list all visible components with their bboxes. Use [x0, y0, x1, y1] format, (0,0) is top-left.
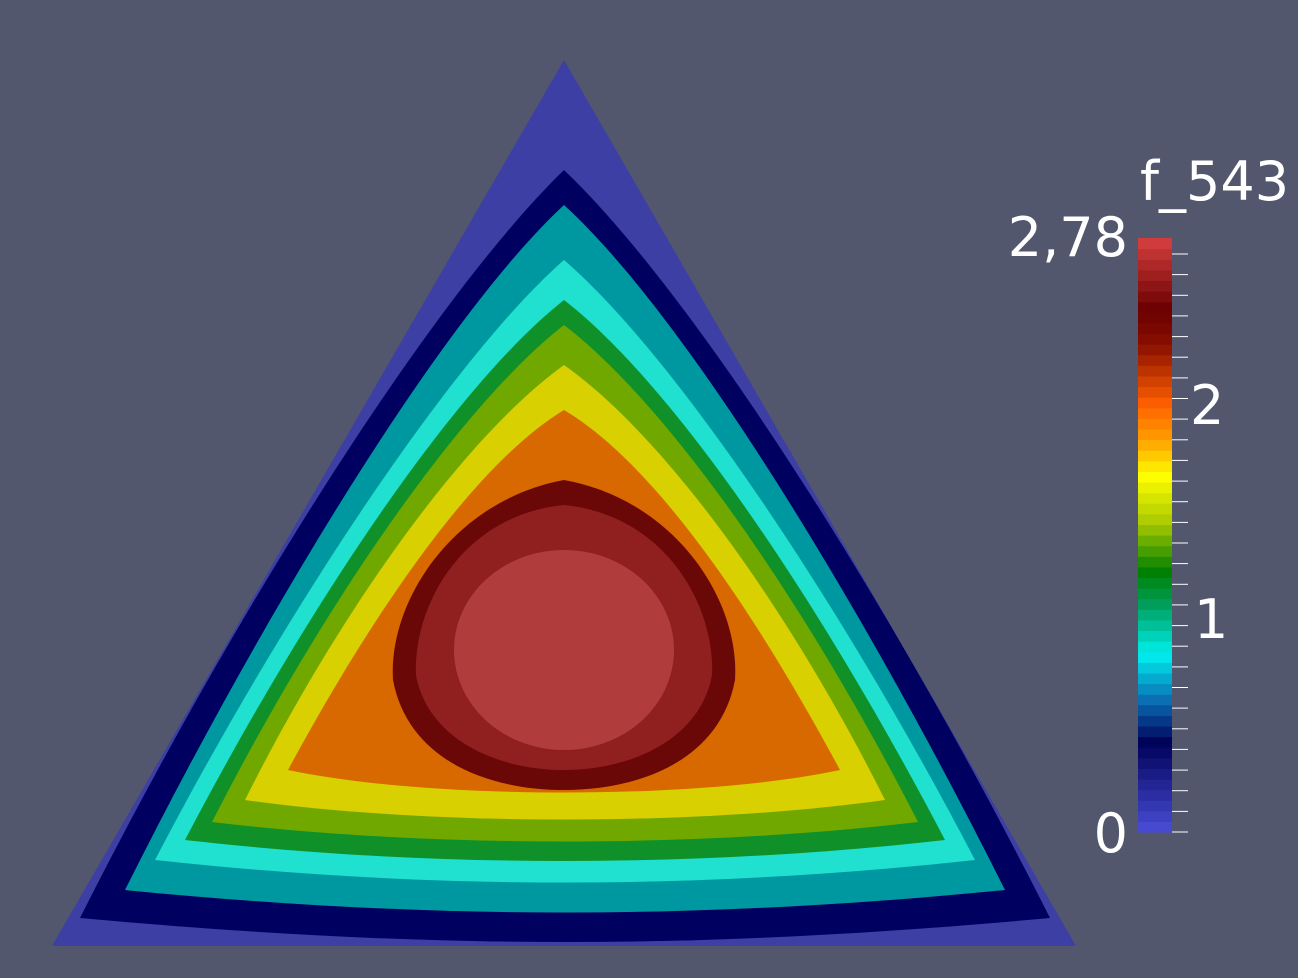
scalar-bar-swatch: [1138, 704, 1172, 716]
scalar-bar-swatch: [1138, 725, 1172, 738]
scalar-bar-swatch: [1138, 535, 1172, 547]
scalar-bar-swatch: [1138, 672, 1172, 685]
scalar-bar-swatch: [1138, 598, 1172, 610]
scalar-bar-swatch: [1138, 577, 1172, 589]
scalar-bar-swatch: [1138, 397, 1172, 409]
field-maximum: [454, 550, 674, 750]
scalar-bar-label-1: 1: [1194, 588, 1229, 651]
scalar-bar-swatch: [1138, 556, 1172, 568]
scalar-bar-swatch: [1138, 280, 1172, 292]
scalar-bar-swatch: [1138, 460, 1172, 472]
scalar-bar-swatch: [1138, 662, 1172, 674]
scalar-bar-swatch: [1138, 588, 1172, 600]
scalar-bar-swatch: [1138, 630, 1172, 642]
scalar-bar-swatch: [1138, 694, 1172, 706]
scalar-bar-swatch: [1138, 810, 1172, 822]
scalar-bar-swatch: [1138, 736, 1172, 748]
scalar-bar-swatch: [1138, 778, 1172, 791]
scalar-bar-swatch: [1138, 333, 1172, 345]
scalar-bar-swatch: [1138, 248, 1172, 260]
scalar-bar-ticks: [1172, 253, 1188, 833]
scalar-bar-swatch: [1138, 513, 1172, 525]
scalar-bar-swatch: [1138, 481, 1172, 494]
scalar-bar-swatch: [1138, 747, 1172, 759]
scalar-bar-swatch: [1138, 375, 1172, 388]
scalar-bar-swatch: [1138, 768, 1172, 780]
scalar-bar-swatch: [1138, 683, 1172, 695]
scalar-bar-swatch: [1138, 545, 1172, 557]
scalar-bar-swatch: [1138, 259, 1172, 271]
scalar-bar-color-strip: [1138, 238, 1172, 833]
scalar-bar-swatch: [1138, 322, 1172, 335]
scalar-bar-swatch: [1138, 503, 1172, 515]
scalar-bar-swatch: [1138, 291, 1172, 303]
scalar-bar-swatch: [1138, 619, 1172, 632]
scalar-bar-swatch: [1138, 439, 1172, 451]
scalar-bar-swatch: [1138, 344, 1172, 356]
scalar-bar-swatch: [1138, 651, 1172, 663]
scalar-bar-swatch: [1138, 800, 1172, 812]
scalar-bar-swatch: [1138, 428, 1172, 441]
scalar-bar-title: f_543: [1140, 150, 1290, 213]
scalar-bar-swatch: [1138, 301, 1172, 313]
scalar-bar-swatch: [1138, 365, 1172, 377]
scalar-bar-swatch: [1138, 821, 1172, 833]
scalar-bar-label-max: 2,78: [1007, 206, 1128, 269]
scalar-bar-label-min: 0: [1093, 802, 1128, 865]
scalar-bar-swatch: [1138, 312, 1172, 324]
scalar-bar-swatch: [1138, 492, 1172, 504]
scalar-bar-swatch: [1138, 566, 1172, 579]
scalar-bar-swatch: [1138, 471, 1172, 483]
scalar-bar-swatch: [1138, 450, 1172, 462]
scalar-bar-swatch: [1138, 354, 1172, 366]
scalar-bar-swatch: [1138, 715, 1172, 727]
scalar-bar-swatch: [1138, 641, 1172, 653]
scalar-bar-swatch: [1138, 757, 1172, 769]
scalar-bar-swatch: [1138, 418, 1172, 430]
scalar-bar-swatch: [1138, 789, 1172, 801]
scalar-bar-swatch: [1138, 609, 1172, 621]
scalar-bar-swatch: [1138, 269, 1172, 282]
scalar-bar-label-2: 2: [1190, 374, 1225, 437]
scalar-bar-swatch: [1138, 524, 1172, 536]
scalar-bar-swatch: [1138, 407, 1172, 419]
scalar-bar-swatch: [1138, 386, 1172, 398]
scalar-bar-swatch: [1138, 238, 1172, 250]
